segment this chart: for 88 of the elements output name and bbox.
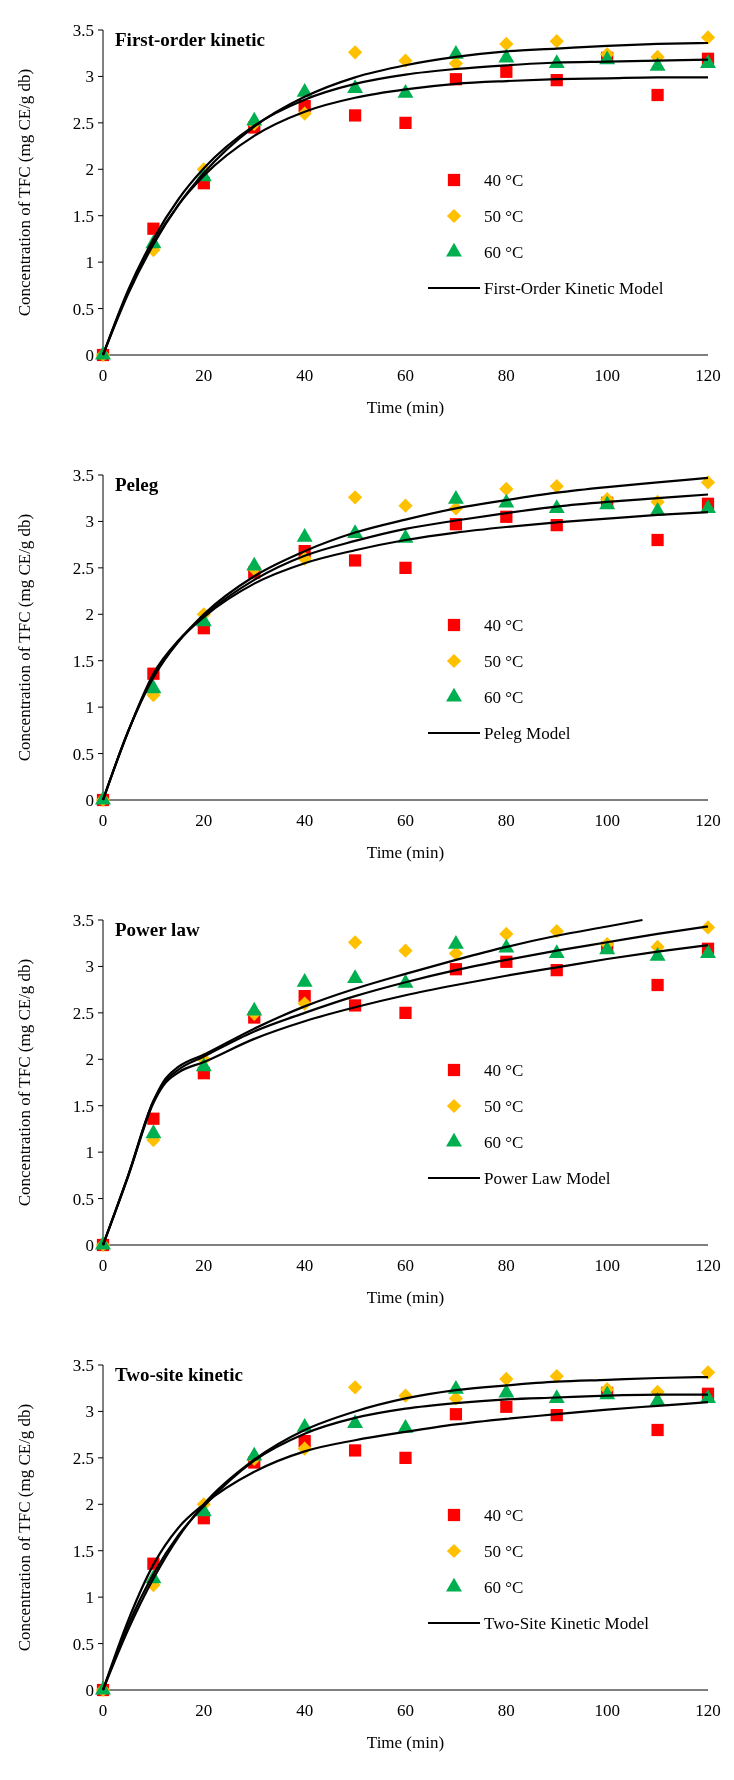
x-tick-label: 100 xyxy=(594,1256,620,1275)
y-tick-label: 2 xyxy=(85,1050,94,1070)
x-tick-label: 20 xyxy=(195,811,213,830)
y-tick-label: 3 xyxy=(85,1402,94,1422)
y-axis-title: Concentration of TFC (mg CE/g db) xyxy=(15,1403,34,1652)
chart-title: First-order kinetic xyxy=(115,29,266,50)
y-axis-title: Concentration of TFC (mg CE/g db) xyxy=(15,513,34,762)
x-tick-label: 60 xyxy=(397,1256,414,1275)
y-tick-label: 2.5 xyxy=(72,113,94,133)
legend-label: Two-Site Kinetic Model xyxy=(484,1613,650,1633)
y-tick-label: 2 xyxy=(85,160,94,180)
y-tick-label: 0.5 xyxy=(72,744,94,764)
legend-label: 60 °C xyxy=(484,1132,524,1152)
y-tick-label: 3.5 xyxy=(72,465,94,485)
x-tick-label: 80 xyxy=(497,1701,515,1720)
y-tick-label: 0 xyxy=(85,1680,94,1700)
x-tick-label: 100 xyxy=(594,366,620,385)
y-tick-label: 0 xyxy=(85,790,94,810)
x-tick-label: 0 xyxy=(98,1701,108,1720)
y-tick-label: 1 xyxy=(85,1588,94,1608)
y-tick-label: 1.5 xyxy=(72,1096,94,1116)
x-tick-label: 0 xyxy=(98,1256,108,1275)
x-tick-label: 120 xyxy=(695,811,721,830)
y-tick-label: 3.5 xyxy=(72,910,94,930)
x-tick-label: 20 xyxy=(195,1256,213,1275)
x-tick-label: 40 xyxy=(296,366,314,385)
legend-label: 40 °C xyxy=(484,615,524,635)
x-tick-label: 120 xyxy=(695,1256,721,1275)
legend-label: Power Law Model xyxy=(484,1168,611,1188)
y-tick-label: 3.5 xyxy=(72,20,94,40)
chart-title: Two-site kinetic xyxy=(115,1364,243,1385)
x-tick-label: 80 xyxy=(497,811,515,830)
x-tick-label: 40 xyxy=(296,811,314,830)
legend-label: 50 °C xyxy=(484,1096,524,1116)
y-tick-label: 3.5 xyxy=(72,1355,94,1375)
x-tick-label: 80 xyxy=(497,1256,515,1275)
legend-label: 50 °C xyxy=(484,206,524,226)
legend-label: 50 °C xyxy=(484,1541,524,1561)
y-tick-label: 1 xyxy=(85,698,94,718)
legend-label: 60 °C xyxy=(484,687,524,707)
y-tick-label: 2.5 xyxy=(72,1448,94,1468)
y-tick-label: 1.5 xyxy=(72,1541,94,1561)
y-tick-label: 0.5 xyxy=(72,299,94,319)
legend-label: 50 °C xyxy=(484,651,524,671)
y-tick-label: 1.5 xyxy=(72,651,94,671)
y-tick-label: 3 xyxy=(85,67,94,87)
legend-label: First-Order Kinetic Model xyxy=(484,278,664,298)
chart-title: Power law xyxy=(115,919,200,940)
y-tick-label: 3 xyxy=(85,512,94,532)
x-axis-title: Time (min) xyxy=(366,398,445,417)
y-tick-label: 0.5 xyxy=(72,1634,94,1654)
y-tick-label: 1 xyxy=(85,1143,94,1163)
legend-label: 40 °C xyxy=(484,1505,524,1525)
legend-label: 40 °C xyxy=(484,1060,524,1080)
y-tick-label: 2 xyxy=(85,605,94,625)
x-tick-label: 80 xyxy=(497,366,515,385)
x-axis-title: Time (min) xyxy=(366,1733,445,1752)
x-axis-title: Time (min) xyxy=(366,843,445,862)
y-tick-label: 1.5 xyxy=(72,206,94,226)
x-tick-label: 40 xyxy=(296,1701,314,1720)
x-axis-title: Time (min) xyxy=(366,1288,445,1307)
x-tick-label: 100 xyxy=(594,1701,620,1720)
x-tick-label: 60 xyxy=(397,811,414,830)
chart-title: Peleg xyxy=(115,474,159,495)
x-tick-label: 60 xyxy=(397,1701,414,1720)
x-tick-label: 100 xyxy=(594,811,620,830)
x-tick-label: 60 xyxy=(397,366,414,385)
y-axis-title: Concentration of TFC (mg CE/g db) xyxy=(15,958,34,1207)
y-tick-label: 1 xyxy=(85,253,94,273)
legend-label: 40 °C xyxy=(484,170,524,190)
y-tick-label: 2 xyxy=(85,1495,94,1515)
legend-label: 60 °C xyxy=(484,1577,524,1597)
x-tick-label: 20 xyxy=(195,1701,213,1720)
x-tick-label: 0 xyxy=(98,366,108,385)
y-tick-label: 2.5 xyxy=(72,558,94,578)
legend-label: Peleg Model xyxy=(484,723,571,743)
y-tick-label: 0.5 xyxy=(72,1189,94,1209)
y-tick-label: 3 xyxy=(85,957,94,977)
y-tick-label: 2.5 xyxy=(72,1003,94,1023)
legend-label: 60 °C xyxy=(484,242,524,262)
x-tick-label: 40 xyxy=(296,1256,314,1275)
y-tick-label: 0 xyxy=(85,1235,94,1255)
y-axis-title: Concentration of TFC (mg CE/g db) xyxy=(15,68,34,317)
y-tick-label: 0 xyxy=(85,345,94,365)
x-tick-label: 0 xyxy=(98,811,108,830)
x-tick-label: 20 xyxy=(195,366,213,385)
x-tick-label: 120 xyxy=(695,366,721,385)
x-tick-label: 120 xyxy=(695,1701,721,1720)
